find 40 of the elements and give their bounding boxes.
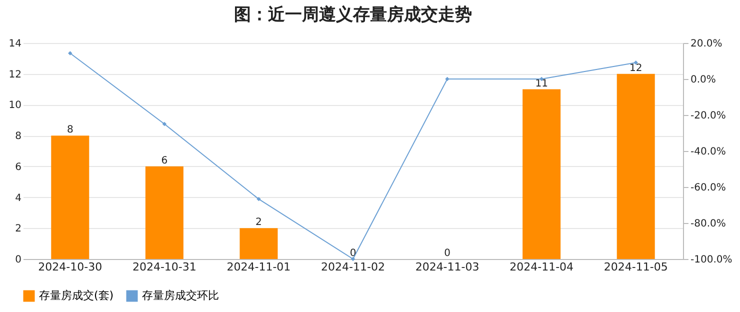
y2-tick-label: -40.0% [690,146,726,158]
point [162,122,167,126]
x-tick-label: 2024-11-02 [321,260,385,274]
bar [522,89,561,259]
y2-tick-label: -100.0% [690,254,732,266]
data-label: 11 [535,78,548,90]
y-tick-label: 10 [8,100,22,112]
y-tick-label: 14 [8,38,22,50]
y-tick-label: 0 [15,254,22,266]
legend-label: 存量房成交(套) [39,289,114,302]
y-tick-label: 12 [8,69,22,80]
bar [145,166,184,259]
y-tick-label: 4 [15,192,22,204]
x-tick-label: 2024-11-03 [415,260,480,274]
y2-tick-label: 0.0% [690,74,716,86]
y-tick-label: 8 [15,131,22,142]
x-tick-label: 2024-11-04 [510,260,574,274]
data-label: 12 [629,62,642,74]
data-label: 0 [444,248,450,259]
x-tick-label: 2024-10-31 [132,260,196,274]
x-tick-label: 2024-11-05 [604,260,668,274]
x-tick-label: 2024-10-30 [38,260,102,274]
bar [616,74,655,259]
data-label: 2 [256,217,262,228]
y-tick-label: 6 [15,162,22,173]
y2-tick-label: -80.0% [690,218,726,230]
chart-title: 图：近一周遵义存量房成交走势 [234,5,472,25]
data-label: 8 [66,124,74,136]
point [68,51,72,56]
data-label: 6 [161,155,168,166]
data-label: 0 [350,248,356,259]
bar [51,136,90,259]
bar [240,228,278,259]
y2-tick-label: -60.0% [690,182,726,194]
legend-label: 存量房成交环比 [142,289,219,302]
y2-tick-label: -20.0% [690,110,726,122]
y-tick-label: 2 [15,224,22,235]
point [350,256,356,262]
x-tick-label: 2024-11-01 [226,260,291,274]
y2-tick-label: 20.0% [690,38,722,50]
